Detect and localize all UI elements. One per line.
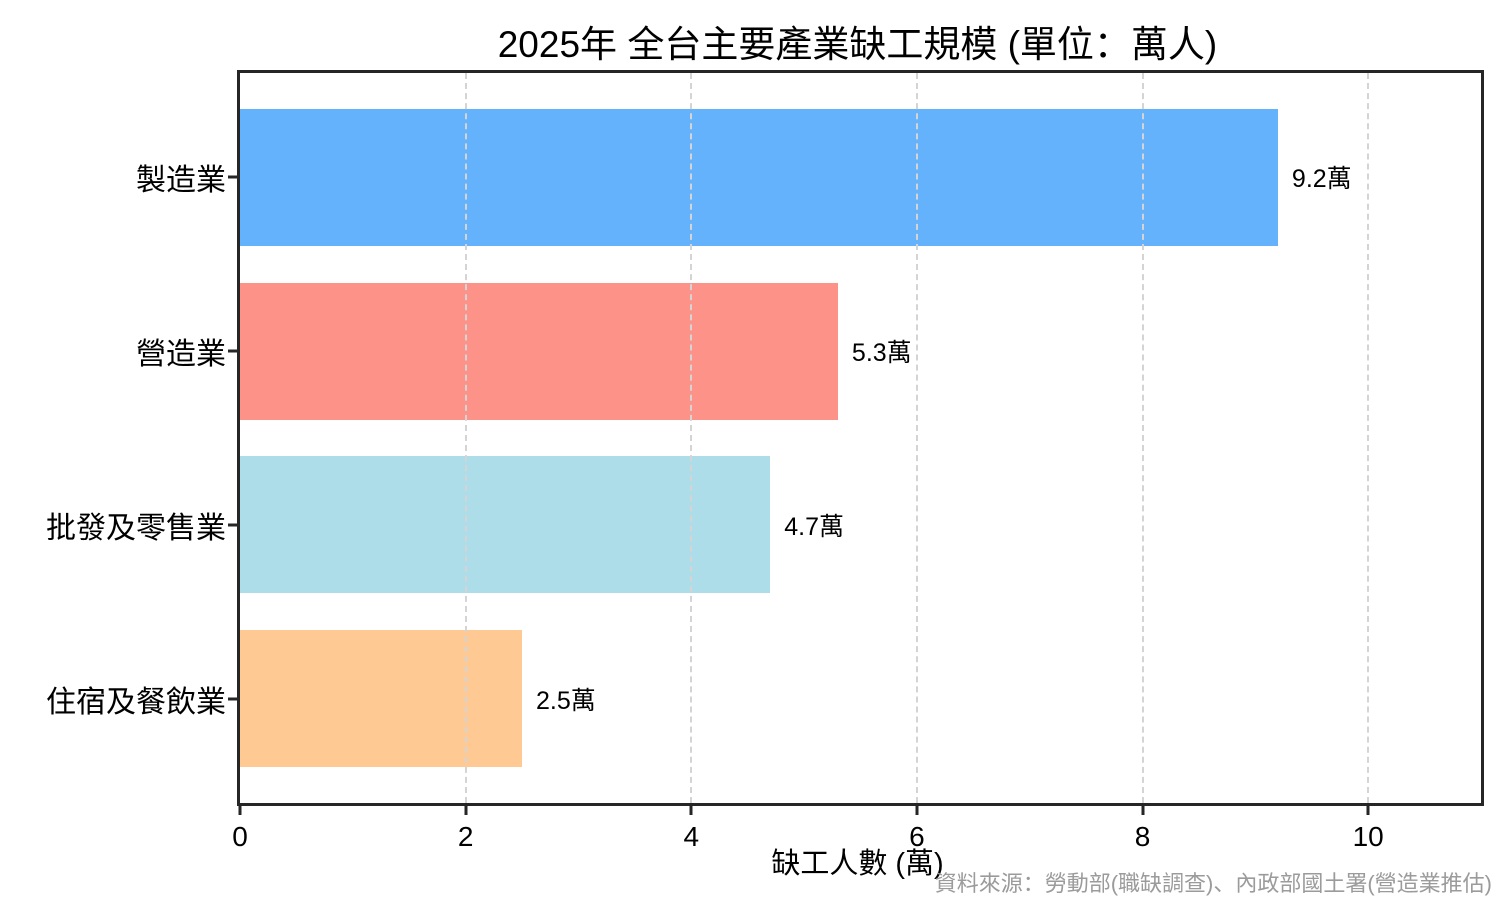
y-tick-label-1: 營造業 [136,338,226,371]
x-tick-mark-2 [464,806,468,815]
grid-line-2 [464,73,467,803]
source-note: 資料來源：勞動部(職缺調查)、內政部國土署(營造業推估) [934,871,1492,896]
x-tick-label-6: 6 [909,821,925,852]
value-label-1: 5.3萬 [851,339,912,367]
x-tick-label-8: 8 [1134,821,1151,852]
value-label-0: 9.2萬 [1291,165,1352,193]
bar-3 [240,630,523,767]
y-tick-mark-1 [228,349,237,353]
x-tick-mark-8 [1141,806,1145,815]
bar-1 [240,283,838,420]
x-tick-mark-6 [915,806,919,815]
bar-0 [240,109,1278,246]
y-tick-label-3: 住宿及餐飲業 [46,686,226,719]
grid-line-8 [1141,73,1144,803]
y-tick-mark-0 [228,175,237,179]
grid-line-10 [1367,73,1370,803]
x-tick-mark-0 [238,806,242,815]
chart-title: 2025年 全台主要產業缺工規模 (單位：萬人) [497,24,1218,65]
bar-2 [240,456,771,593]
x-tick-mark-4 [689,806,693,815]
grid-line-4 [690,73,693,803]
x-tick-label-10: 10 [1352,821,1384,852]
x-tick-mark-10 [1366,806,1370,815]
x-tick-label-2: 2 [457,821,474,852]
x-tick-label-4: 4 [683,821,700,852]
y-tick-label-0: 製造業 [136,164,226,197]
y-tick-label-2: 批發及零售業 [46,512,226,545]
x-tick-label-0: 0 [232,821,248,852]
y-tick-mark-3 [228,697,237,701]
x-axis-label: 缺工人數 (萬) [771,848,944,880]
value-label-2: 4.7萬 [784,513,844,541]
grid-line-6 [915,73,918,803]
y-tick-mark-2 [228,523,237,527]
value-label-3: 2.5萬 [536,687,596,715]
plot-area: 9.2萬 5.3萬 4.7萬 2.5萬 製造業營造業批發及零售業 住宿及餐飲業 0 2 4 6 8 1… [46,70,1484,852]
